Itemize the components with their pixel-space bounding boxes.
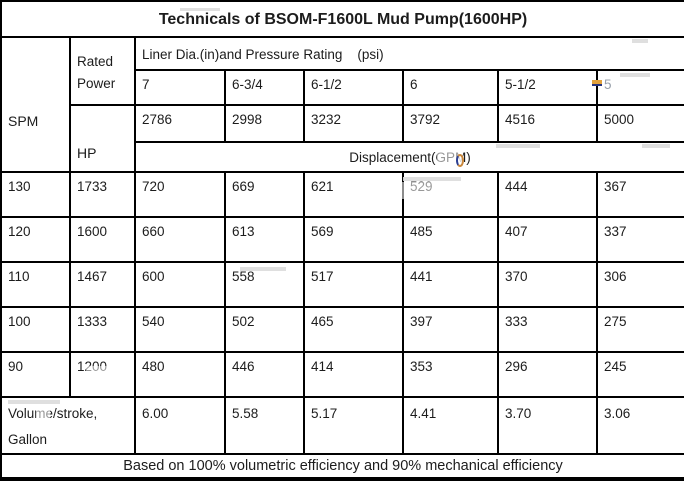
spm-value-cell: 130 <box>0 171 71 218</box>
pressure-cell: 5000 <box>596 104 684 143</box>
pressure-cell: 2998 <box>224 104 305 143</box>
table-row: 110 1467 600 558 517 441 370 306 <box>0 261 684 308</box>
liner-size-cell: 5-1/2 <box>497 69 598 106</box>
gpm-cell: 569 <box>303 216 404 263</box>
gpm-cell: 669 <box>224 171 305 218</box>
gpm-cell: 337 <box>596 216 684 263</box>
hp-value-cell: 1733 <box>69 171 136 218</box>
gpm-cell: 441 <box>402 261 499 308</box>
rated-power-header: Rated Power <box>69 36 136 106</box>
pressure-cell: 4516 <box>497 104 598 143</box>
gpm-cell: 540 <box>134 306 226 353</box>
table-row: 130 1733 720 669 621 529 444 367 <box>0 171 684 218</box>
gpm-cell: 367 <box>596 171 684 218</box>
hp-column-header: HP <box>69 104 136 173</box>
liner-size-cell: 7 <box>134 69 226 106</box>
volume-cell: 5.17 <box>303 396 404 455</box>
gpm-cell: 333 <box>497 306 598 353</box>
volume-cell: 4.41 <box>402 396 499 455</box>
gpm-cell: 529 <box>402 171 499 218</box>
gpm-cell: 720 <box>134 171 226 218</box>
gpm-cell: 407 <box>497 216 598 263</box>
spm-value-cell: 90 <box>0 351 71 398</box>
spm-value-cell: 100 <box>0 306 71 353</box>
table-row: 90 1200 480 446 414 353 296 245 <box>0 351 684 398</box>
hp-value-cell: 1333 <box>69 306 136 353</box>
gpm-cell: 502 <box>224 306 305 353</box>
hp-value-cell: 1200 <box>69 351 136 398</box>
gpm-cell: 306 <box>596 261 684 308</box>
volume-per-stroke-label: Volume/stroke, Gallon <box>0 396 136 455</box>
liner-size-cell: 6-1/2 <box>303 69 404 106</box>
gpm-cell: 353 <box>402 351 499 398</box>
spm-value-cell: 120 <box>0 216 71 263</box>
gpm-cell: 600 <box>134 261 226 308</box>
liner-size-cell: 5 <box>596 69 684 106</box>
gpm-cell: 275 <box>596 306 684 353</box>
liner-size-cell: 6 <box>402 69 499 106</box>
gpm-cell: 296 <box>497 351 598 398</box>
pressure-cell: 3792 <box>402 104 499 143</box>
gpm-cell: 485 <box>402 216 499 263</box>
liner-pressure-header: Liner Dia.(in)and Pressure Rating (psi) <box>134 36 684 71</box>
gpm-cell: 613 <box>224 216 305 263</box>
gpm-cell: 465 <box>303 306 404 353</box>
table-row: Volume/stroke, Gallon 6.00 5.58 5.17 4.4… <box>0 396 684 455</box>
gpm-cell: 446 <box>224 351 305 398</box>
table-title: Technicals of BSOM-F1600L Mud Pump(1600H… <box>0 0 684 38</box>
gpm-cell: 397 <box>402 306 499 353</box>
displacement-header: Displacement(GPM) <box>134 141 684 173</box>
table-row: 120 1600 660 613 569 485 407 337 <box>0 216 684 263</box>
efficiency-note: Based on 100% volumetric efficiency and … <box>0 453 684 481</box>
gpm-cell: 558 <box>224 261 305 308</box>
volume-cell: 3.70 <box>497 396 598 455</box>
gpm-cell: 370 <box>497 261 598 308</box>
hp-value-cell: 1600 <box>69 216 136 263</box>
liner-size-cell: 6-3/4 <box>224 69 305 106</box>
spm-value-cell: 110 <box>0 261 71 308</box>
volume-cell: 3.06 <box>596 396 684 455</box>
gpm-cell: 660 <box>134 216 226 263</box>
spm-column-header: SPM <box>0 36 71 173</box>
gpm-cell: 444 <box>497 171 598 218</box>
pressure-cell: 3232 <box>303 104 404 143</box>
gpm-cell: 621 <box>303 171 404 218</box>
gpm-cell: 245 <box>596 351 684 398</box>
pressure-cell: 2786 <box>134 104 226 143</box>
gpm-cell: 480 <box>134 351 226 398</box>
gpm-cell: 414 <box>303 351 404 398</box>
gpm-cell: 517 <box>303 261 404 308</box>
volume-cell: 6.00 <box>134 396 226 455</box>
table-row: 100 1333 540 502 465 397 333 275 <box>0 306 684 353</box>
hp-value-cell: 1467 <box>69 261 136 308</box>
volume-cell: 5.58 <box>224 396 305 455</box>
